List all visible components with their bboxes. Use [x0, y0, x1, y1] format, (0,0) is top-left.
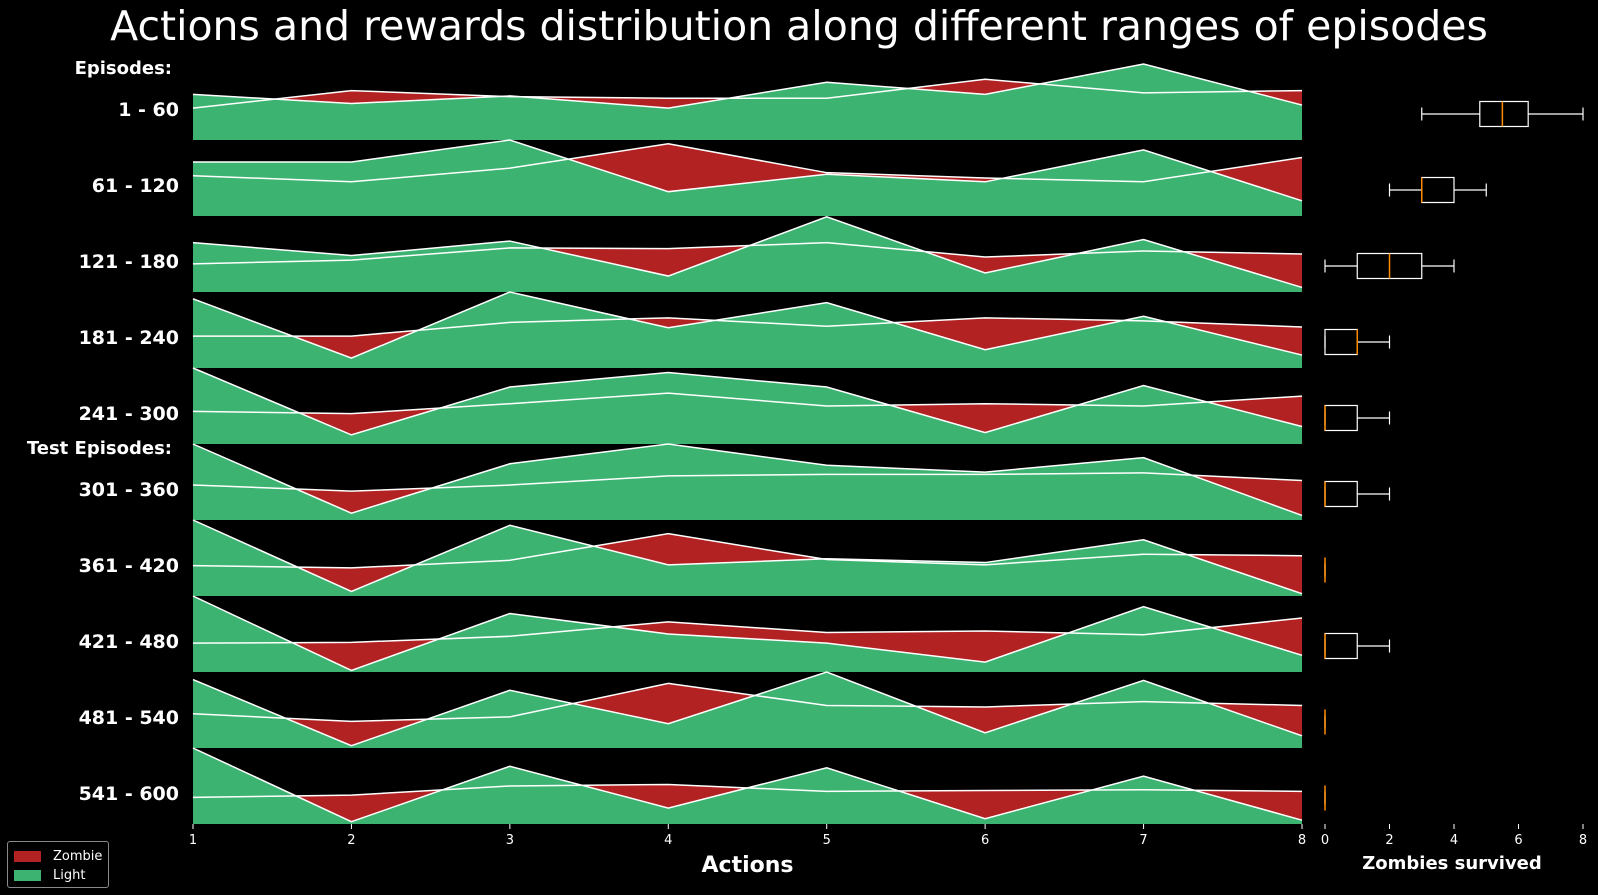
box-4	[1324, 328, 1358, 356]
box-x-tick-label: 0	[1321, 833, 1329, 848]
box-x-tick-label: 2	[1385, 833, 1393, 848]
light-area-row-2	[193, 140, 1302, 216]
light-line-row-1	[192, 63, 1303, 109]
light-line-row-10	[192, 747, 1303, 823]
x-axis-label: Actions	[702, 853, 794, 878]
light-area-row-9	[193, 672, 1302, 748]
light-area-row-1	[193, 64, 1302, 140]
x-tick-label: 7	[1139, 833, 1147, 848]
row-label: 121 - 180	[79, 251, 179, 273]
row-label: 481 - 540	[79, 707, 179, 729]
light-line-row-8	[192, 595, 1303, 672]
box-x-tick-label: 6	[1514, 833, 1522, 848]
light-area-row-6	[193, 444, 1302, 520]
light-line-row-9	[192, 671, 1303, 747]
row-label: 421 - 480	[79, 631, 179, 653]
row-label: 301 - 360	[79, 479, 179, 501]
zombie-line-row-1	[192, 78, 1303, 109]
row-label: 61 - 120	[92, 175, 179, 197]
light-line-row-4	[192, 291, 1303, 359]
x-tick-label: 6	[981, 833, 989, 848]
light-line-row-2	[193, 139, 1303, 202]
box-6	[1324, 480, 1358, 508]
x-tick-label: 5	[823, 833, 831, 848]
box-x-tick-label: 4	[1450, 833, 1458, 848]
zombie-line-row-2	[192, 143, 1303, 183]
zombie-line-row-9	[192, 682, 1303, 723]
light-area-row-3	[193, 216, 1302, 292]
zombie-line-row-6	[192, 472, 1303, 492]
row-label: 361 - 420	[79, 555, 179, 577]
light-line-row-3	[192, 215, 1303, 289]
light-area-row-8	[193, 596, 1302, 672]
row-label: 1 - 60	[118, 99, 179, 121]
light-area-row-10	[193, 748, 1302, 824]
x-tick-label: 4	[664, 833, 672, 848]
chart-title: Actions and rewards distribution along d…	[110, 2, 1488, 50]
legend-label-zombie: Zombie	[53, 848, 103, 864]
legend: Zombie Light	[7, 841, 109, 888]
zombie-line-row-7	[192, 532, 1303, 569]
zombie-line-row-8	[192, 617, 1303, 644]
x-tick-label: 8	[1298, 833, 1306, 848]
light-line-row-7	[192, 519, 1303, 595]
group-label-train: Episodes:	[75, 58, 172, 79]
box-5	[1324, 404, 1358, 432]
row-label: 181 - 240	[79, 327, 179, 349]
x-tick-label: 1	[189, 833, 197, 848]
box-8	[1324, 632, 1358, 660]
light-line-row-6	[192, 443, 1303, 517]
legend-label-light: Light	[53, 867, 86, 883]
legend-swatch-light	[14, 869, 41, 881]
legend-item-zombie: Zombie	[14, 847, 102, 865]
light-area-row-5	[193, 368, 1302, 444]
box-2	[1421, 176, 1455, 204]
box-1	[1479, 100, 1529, 128]
group-label-test: Test Episodes:	[27, 438, 172, 459]
row-label: 241 - 300	[79, 403, 179, 425]
legend-item-light: Light	[14, 866, 85, 884]
light-line-row-5	[192, 367, 1303, 436]
x-tick-label: 2	[347, 833, 355, 848]
zombie-line-row-5	[192, 392, 1303, 415]
x-tick-label: 3	[506, 833, 514, 848]
box-x-tick-label: 8	[1579, 833, 1587, 848]
light-area-row-4	[193, 292, 1302, 368]
box-x-axis-label: Zombies survived	[1362, 853, 1542, 874]
zombie-line-row-4	[193, 317, 1303, 337]
legend-swatch-zombie	[14, 850, 41, 862]
row-label: 541 - 600	[79, 783, 179, 805]
light-area-row-7	[193, 520, 1302, 596]
